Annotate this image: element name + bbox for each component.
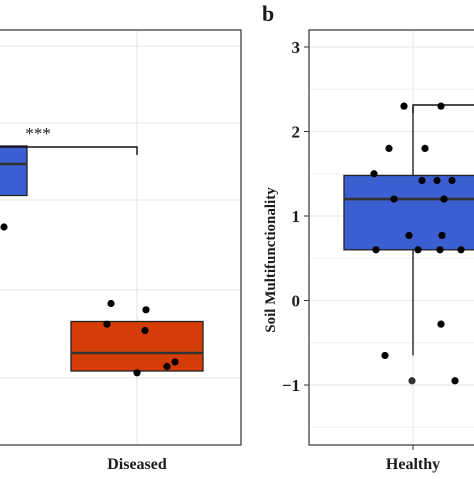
data-point [437, 320, 445, 328]
y-tick-label: −1 [282, 376, 300, 395]
data-point [142, 306, 150, 314]
significance-bracket [0, 146, 138, 155]
panel-a-marks [0, 145, 204, 377]
panel-a-border [0, 29, 242, 446]
y-tick-label: 1 [292, 207, 301, 226]
significance-label: *** [25, 124, 51, 143]
data-point [405, 231, 413, 240]
y-axis-title: Soil Multifunctionality [263, 187, 279, 333]
data-point [171, 358, 179, 366]
data-point [385, 144, 393, 152]
data-point [451, 377, 459, 385]
data-point [433, 176, 441, 185]
x-tick-label-diseased: Diseased [107, 456, 167, 473]
data-point [141, 326, 149, 335]
data-point [370, 170, 378, 178]
data-point [0, 223, 8, 231]
panel-b-marks [343, 102, 474, 385]
data-point [421, 144, 429, 152]
data-point [414, 246, 422, 254]
data-point [436, 246, 444, 254]
panel-a-background [0, 30, 241, 445]
data-point [390, 195, 398, 203]
data-point [418, 176, 426, 185]
data-point [438, 231, 446, 240]
data-point [133, 369, 141, 377]
panel-b: b Soil Multifunctionality −1 0 1 2 3 Healthy [262, 1, 474, 473]
panel-a: *** Diseased [0, 29, 242, 473]
data-point [448, 176, 456, 185]
x-tick-label-healthy: Healthy [386, 456, 440, 473]
box-healthy [0, 145, 28, 197]
significance-bracket [412, 104, 474, 113]
y-tick-label: 3 [292, 38, 301, 57]
y-tick-label: 0 [292, 292, 301, 311]
data-point [408, 377, 416, 385]
data-point [372, 246, 380, 254]
data-point [381, 351, 389, 360]
box-diseased [70, 320, 204, 372]
data-point [437, 102, 445, 110]
y-axis-ticks: −1 0 1 2 3 [282, 38, 309, 395]
panel-b-border [308, 29, 474, 446]
data-point [400, 102, 408, 110]
panel-label-b: b [262, 1, 274, 26]
data-point [163, 362, 171, 371]
data-point [103, 320, 111, 328]
y-tick-label: 2 [292, 123, 301, 142]
data-point [457, 246, 465, 254]
data-point [107, 299, 115, 308]
data-point [440, 195, 448, 203]
